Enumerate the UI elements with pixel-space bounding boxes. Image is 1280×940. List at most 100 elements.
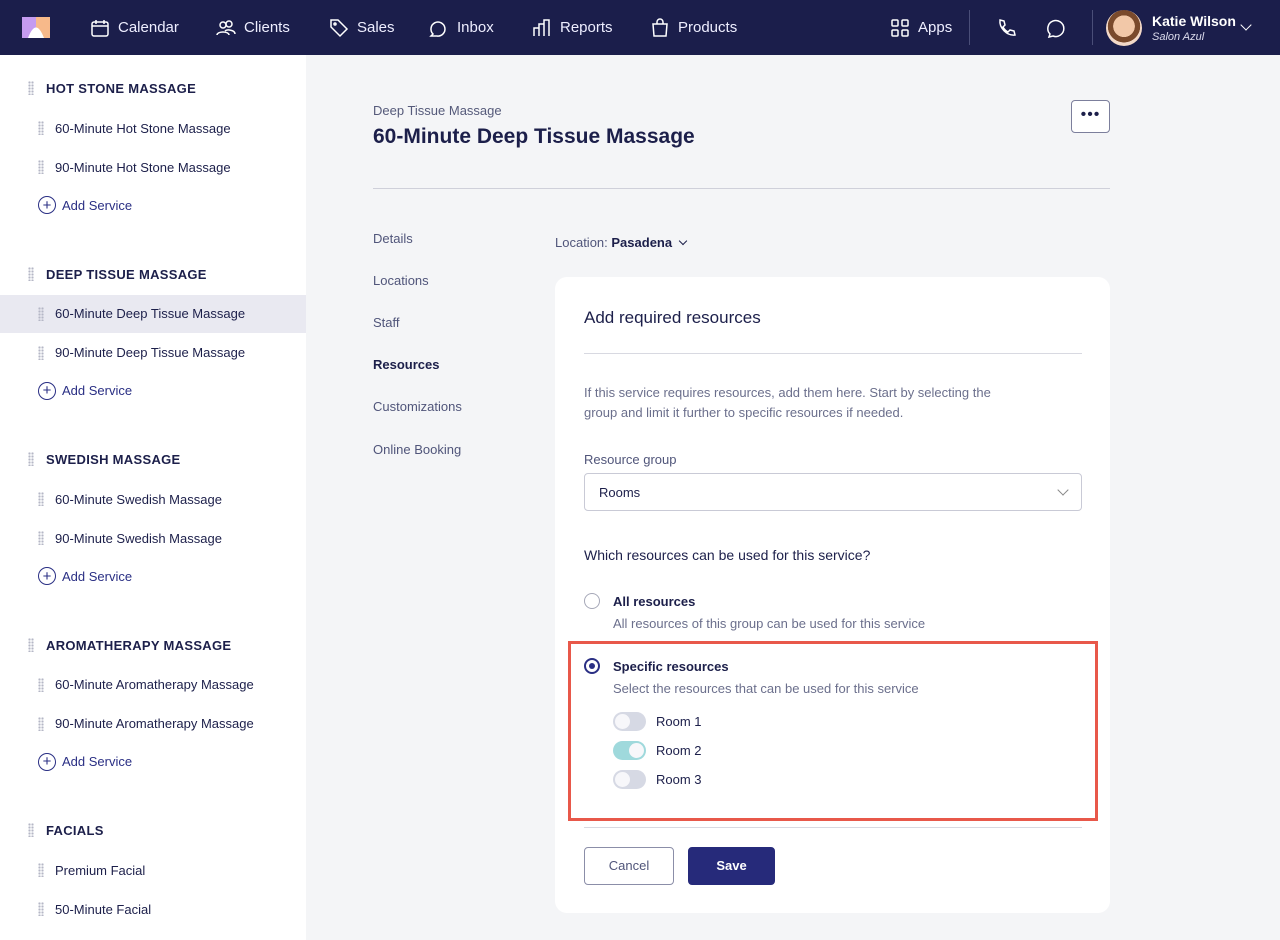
add-service-button[interactable]: + Add Service [38, 381, 132, 400]
drag-handle-icon[interactable] [28, 266, 34, 281]
nav-inbox[interactable]: Inbox [429, 0, 494, 55]
inbox-icon [429, 20, 446, 37]
location-selector[interactable]: Location: Pasadena [555, 235, 687, 250]
add-service-button[interactable]: + Add Service [38, 752, 133, 771]
drag-handle-icon[interactable] [38, 531, 44, 545]
resource-label: Room 2 [656, 743, 702, 758]
chevron-down-icon [678, 236, 687, 246]
resource-group-select[interactable]: Rooms [584, 473, 1082, 511]
nav-label: Sales [357, 19, 395, 36]
service-name: 90-Minute Deep Tissue Massage [55, 345, 246, 360]
salon-name: Salon Azul [1152, 31, 1205, 43]
highlight-box [568, 641, 1098, 821]
nav-products[interactable]: Products [650, 0, 737, 55]
drag-handle-icon[interactable] [28, 452, 34, 466]
nav-apps[interactable]: Apps [890, 0, 952, 55]
service-item[interactable]: 60-Minute Hot Stone Massage [0, 109, 306, 147]
plus-circle-icon: + [38, 567, 56, 585]
service-item[interactable]: 90-Minute Swedish Massage [0, 519, 306, 557]
tab-customizations[interactable]: Customizations [373, 399, 462, 414]
service-name: 60-Minute Hot Stone Massage [55, 120, 231, 136]
resource-label: Room 1 [656, 714, 702, 729]
service-item[interactable]: 90-Minute Aromatherapy Massage [0, 705, 306, 743]
drag-handle-icon[interactable] [38, 160, 44, 174]
tab-staff[interactable]: Staff [373, 315, 400, 330]
chat-icon [1047, 19, 1065, 38]
service-name: 60-Minute Aromatherapy Massage [55, 677, 254, 692]
service-item[interactable]: 60-Minute Aromatherapy Massage [0, 666, 306, 704]
add-service-label: Add Service [62, 754, 133, 769]
resources-card: Add required resources If this service r… [555, 277, 1110, 913]
page-title: 60-Minute Deep Tissue Massage [373, 125, 695, 148]
all-resources-radio[interactable] [584, 593, 600, 609]
nav-label: Inbox [457, 19, 494, 36]
service-group-title: HOT STONE MASSAGE [46, 81, 197, 96]
service-item[interactable]: 60-Minute Swedish Massage [0, 480, 306, 518]
drag-handle-icon[interactable] [38, 345, 44, 360]
phone-button[interactable] [996, 0, 1016, 55]
service-name: 90-Minute Swedish Massage [55, 530, 222, 546]
service-item[interactable]: Premium Facial [0, 851, 306, 889]
cancel-button[interactable]: Cancel [584, 847, 674, 885]
card-title: Add required resources [584, 308, 761, 327]
service-item[interactable]: 90-Minute Hot Stone Massage [0, 148, 306, 186]
location-label: Location: [555, 235, 608, 250]
tab-online-booking[interactable]: Online Booking [373, 442, 462, 457]
tab-locations[interactable]: Locations [373, 273, 429, 288]
plus-circle-icon: + [38, 381, 56, 400]
nav-reports[interactable]: Reports [532, 0, 613, 55]
logo-icon[interactable] [22, 17, 50, 38]
service-name: 60-Minute Deep Tissue Massage [55, 306, 246, 321]
drag-handle-icon[interactable] [38, 306, 44, 321]
save-button[interactable]: Save [688, 847, 775, 885]
specific-resources-radio[interactable] [584, 658, 600, 674]
drag-handle-icon[interactable] [28, 823, 34, 837]
more-options-button[interactable]: ••• [1071, 100, 1110, 133]
service-item[interactable]: 50-Minute Facial [0, 890, 306, 928]
tab-resources[interactable]: Resources [373, 357, 440, 372]
add-service-button[interactable]: + Add Service [38, 567, 132, 585]
drag-handle-icon[interactable] [28, 637, 34, 652]
nav-clients[interactable]: Clients [216, 0, 290, 55]
service-item[interactable]: 90-Minute Deep Tissue Massage [0, 334, 306, 372]
option-title[interactable]: All resources [613, 594, 696, 609]
service-group-title: DEEP TISSUE MASSAGE [46, 266, 207, 282]
service-group-title: SWEDISH MASSAGE [46, 452, 181, 467]
resources-question: Which resources can be used for this ser… [584, 547, 871, 563]
chevron-down-icon[interactable] [1240, 19, 1252, 31]
drag-handle-icon[interactable] [38, 492, 44, 506]
drag-handle-icon[interactable] [38, 677, 44, 692]
drag-handle-icon[interactable] [38, 716, 44, 731]
room-2-toggle[interactable] [613, 741, 646, 760]
nav-sales[interactable]: Sales [329, 0, 395, 55]
drag-handle-icon[interactable] [38, 863, 44, 877]
chevron-down-icon [1057, 484, 1069, 496]
service-group-title: AROMATHERAPY MASSAGE [46, 637, 232, 653]
calendar-icon [91, 19, 109, 37]
option-title[interactable]: Specific resources [613, 659, 729, 674]
divider [584, 827, 1082, 828]
nav-calendar[interactable]: Calendar [90, 0, 179, 55]
chat-button[interactable] [1046, 0, 1066, 55]
drag-handle-icon[interactable] [38, 902, 44, 916]
bag-icon [652, 17, 668, 37]
room-3-toggle[interactable] [613, 770, 646, 789]
tab-details[interactable]: Details [373, 231, 413, 246]
service-name: 50-Minute Facial [55, 901, 152, 917]
top-nav: Calendar Clients Sales Inbox Reports Pro… [0, 0, 1280, 55]
resource-label: Room 3 [656, 772, 702, 787]
drag-handle-icon[interactable] [28, 81, 34, 95]
user-name[interactable]: Katie Wilson [1152, 13, 1236, 29]
drag-handle-icon[interactable] [38, 121, 44, 135]
service-name: 90-Minute Aromatherapy Massage [55, 716, 254, 731]
plus-circle-icon: + [38, 196, 56, 214]
service-item[interactable]: 60-Minute Deep Tissue Massage [0, 294, 306, 333]
add-service-button[interactable]: + Add Service [38, 196, 132, 214]
service-name: 90-Minute Hot Stone Massage [55, 159, 231, 175]
phone-icon [999, 18, 1016, 36]
card-description: If this service requires resources, add … [584, 385, 991, 420]
avatar[interactable] [1106, 10, 1142, 46]
plus-circle-icon: + [38, 752, 56, 771]
room-1-toggle[interactable] [613, 712, 646, 731]
breadcrumb[interactable]: Deep Tissue Massage [373, 103, 502, 118]
